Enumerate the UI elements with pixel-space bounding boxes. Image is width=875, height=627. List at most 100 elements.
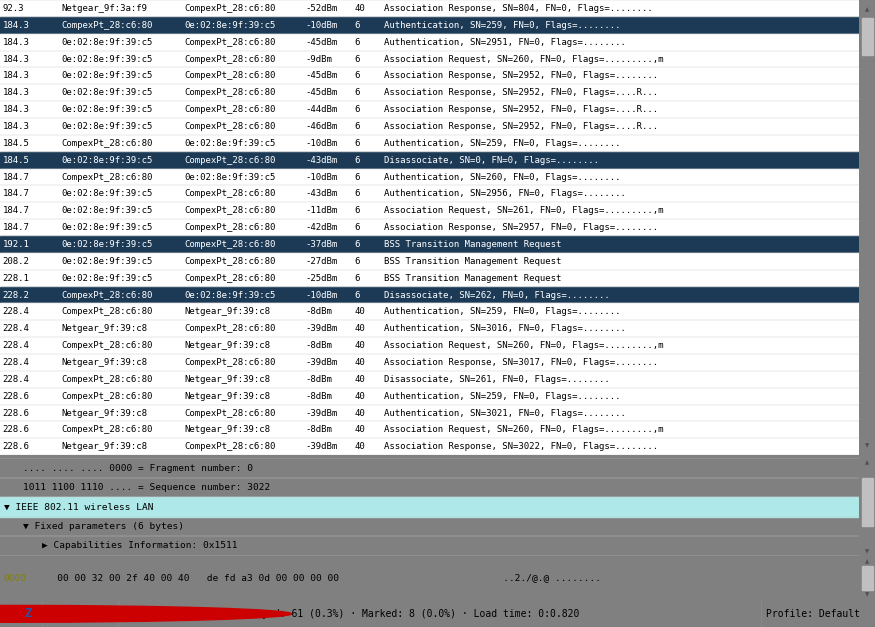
Text: 184.7: 184.7: [3, 206, 30, 215]
Text: Authentication, SN=259, FN=0, Flags=........: Authentication, SN=259, FN=0, Flags=....…: [384, 392, 620, 401]
Text: Association Response, SN=2952, FN=0, Flags=....R...: Association Response, SN=2952, FN=0, Fla…: [384, 88, 658, 97]
Text: CompexPt_28:c6:80: CompexPt_28:c6:80: [185, 223, 276, 232]
Text: -8dBm: -8dBm: [305, 425, 332, 435]
Bar: [0, 135, 859, 152]
Text: 184.3: 184.3: [3, 88, 30, 97]
Text: 184.3: 184.3: [3, 38, 30, 46]
Text: 184.5: 184.5: [3, 155, 30, 165]
Text: Association Request, SN=260, FN=0, Flags=.........,m: Association Request, SN=260, FN=0, Flags…: [384, 425, 663, 435]
Bar: [0, 34, 859, 51]
Text: 184.7: 184.7: [3, 189, 30, 198]
Bar: [0, 320, 859, 337]
Text: CompexPt_28:c6:80: CompexPt_28:c6:80: [185, 155, 276, 165]
Text: 6: 6: [355, 55, 360, 63]
Text: 40: 40: [355, 442, 366, 451]
Bar: [0, 421, 859, 438]
Text: -8dBm: -8dBm: [305, 392, 332, 401]
Text: -42dBm: -42dBm: [305, 223, 337, 232]
Text: 6: 6: [355, 122, 360, 131]
Text: -10dBm: -10dBm: [305, 139, 337, 148]
Text: -37dBm: -37dBm: [305, 240, 337, 249]
Bar: [862, 18, 872, 55]
Text: CompexPt_28:c6:80: CompexPt_28:c6:80: [185, 324, 276, 334]
Text: -8dBm: -8dBm: [305, 307, 332, 317]
Text: Netgear_9f:39:c8: Netgear_9f:39:c8: [185, 307, 270, 317]
Text: CompexPt_28:c6:80: CompexPt_28:c6:80: [62, 172, 153, 182]
Text: CompexPt_28:c6:80: CompexPt_28:c6:80: [185, 189, 276, 198]
Text: 6: 6: [355, 172, 360, 182]
Text: 00 00 32 00 2f 40 00 40   de fd a3 0d 00 00 00 00: 00 00 32 00 2f 40 00 40 de fd a3 0d 00 0…: [39, 574, 339, 582]
Bar: [0, 253, 859, 270]
Text: 184.7: 184.7: [3, 223, 30, 232]
Bar: [0, 371, 859, 387]
Bar: [0, 152, 859, 169]
Bar: [0, 186, 859, 203]
Text: 0e:02:8e:9f:39:c5: 0e:02:8e:9f:39:c5: [62, 257, 153, 266]
Bar: [0, 17, 859, 34]
Bar: [862, 478, 872, 526]
Text: Packets: 19263 · Displayed: 61 (0.3%) · Marked: 8 (0.0%) · Load time: 0:0.820: Packets: 19263 · Displayed: 61 (0.3%) · …: [127, 609, 579, 619]
Bar: [0, 438, 859, 455]
Text: CompexPt_28:c6:80: CompexPt_28:c6:80: [185, 105, 276, 114]
Text: Authentication, SN=259, FN=0, Flags=........: Authentication, SN=259, FN=0, Flags=....…: [384, 21, 620, 30]
Text: .... .... .... 0000 = Fragment number: 0: .... .... .... 0000 = Fragment number: 0: [24, 463, 253, 473]
Bar: [0, 219, 859, 236]
Text: ▼: ▼: [865, 549, 869, 554]
Text: 0e:02:8e:9f:39:c5: 0e:02:8e:9f:39:c5: [62, 38, 153, 46]
Text: -43dBm: -43dBm: [305, 155, 337, 165]
Text: -46dBm: -46dBm: [305, 122, 337, 131]
Bar: [0, 303, 859, 320]
Text: CompexPt_28:c6:80: CompexPt_28:c6:80: [62, 307, 153, 317]
Bar: [0, 236, 859, 253]
Text: 228.6: 228.6: [3, 392, 30, 401]
Text: -39dBm: -39dBm: [305, 409, 337, 418]
Text: 1011 1100 1110 .... = Sequence number: 3022: 1011 1100 1110 .... = Sequence number: 3…: [24, 483, 270, 492]
Text: CompexPt_28:c6:80: CompexPt_28:c6:80: [62, 375, 153, 384]
Text: 40: 40: [355, 341, 366, 350]
Bar: [0, 497, 859, 517]
Text: 6: 6: [355, 21, 360, 30]
Text: -10dBm: -10dBm: [305, 290, 337, 300]
Text: -8dBm: -8dBm: [305, 375, 332, 384]
Text: CompexPt_28:c6:80: CompexPt_28:c6:80: [62, 139, 153, 148]
Text: Netgear_9f:39:c8: Netgear_9f:39:c8: [62, 358, 148, 367]
Text: Netgear_9f:39:c8: Netgear_9f:39:c8: [185, 425, 270, 435]
Text: ▼ IEEE 802.11 wireless LAN: ▼ IEEE 802.11 wireless LAN: [4, 502, 154, 512]
Text: -39dBm: -39dBm: [305, 324, 337, 334]
Text: 0e:02:8e:9f:39:c5: 0e:02:8e:9f:39:c5: [185, 139, 276, 148]
Text: Netgear_9f:39:c8: Netgear_9f:39:c8: [185, 341, 270, 350]
Text: 40: 40: [355, 307, 366, 317]
Text: CompexPt_28:c6:80: CompexPt_28:c6:80: [62, 290, 153, 300]
Text: 228.4: 228.4: [3, 358, 30, 367]
Text: 0e:02:8e:9f:39:c5: 0e:02:8e:9f:39:c5: [62, 105, 153, 114]
Text: Disassociate, SN=0, FN=0, Flags=........: Disassociate, SN=0, FN=0, Flags=........: [384, 155, 599, 165]
Text: Authentication, SN=260, FN=0, Flags=........: Authentication, SN=260, FN=0, Flags=....…: [384, 172, 620, 182]
Text: 184.5: 184.5: [3, 139, 30, 148]
Text: 6: 6: [355, 71, 360, 80]
Bar: [0, 118, 859, 135]
Text: 0e:02:8e:9f:39:c5: 0e:02:8e:9f:39:c5: [62, 223, 153, 232]
Text: BSS Transition Management Request: BSS Transition Management Request: [384, 257, 562, 266]
Text: CompexPt_28:c6:80: CompexPt_28:c6:80: [62, 425, 153, 435]
Text: Netgear_9f:39:c8: Netgear_9f:39:c8: [62, 442, 148, 451]
Text: Authentication, SN=3016, FN=0, Flags=........: Authentication, SN=3016, FN=0, Flags=...…: [384, 324, 626, 334]
Text: ▼: ▼: [865, 592, 869, 597]
Text: CompexPt_28:c6:80: CompexPt_28:c6:80: [185, 273, 276, 283]
Text: -45dBm: -45dBm: [305, 38, 337, 46]
Text: 0e:02:8e:9f:39:c5: 0e:02:8e:9f:39:c5: [185, 21, 276, 30]
Text: Association Response, SN=2952, FN=0, Flags=........: Association Response, SN=2952, FN=0, Fla…: [384, 71, 658, 80]
Text: 228.4: 228.4: [3, 341, 30, 350]
Text: -45dBm: -45dBm: [305, 71, 337, 80]
Text: Netgear_9f:39:c8: Netgear_9f:39:c8: [62, 324, 148, 334]
Text: 184.3: 184.3: [3, 21, 30, 30]
Text: 228.4: 228.4: [3, 375, 30, 384]
Text: 6: 6: [355, 155, 360, 165]
Bar: [0, 68, 859, 84]
Text: 228.2: 228.2: [3, 290, 30, 300]
Circle shape: [0, 606, 291, 622]
Text: -39dBm: -39dBm: [305, 358, 337, 367]
Text: CompexPt_28:c6:80: CompexPt_28:c6:80: [185, 409, 276, 418]
Text: 6: 6: [355, 206, 360, 215]
Text: 40: 40: [355, 4, 366, 13]
Text: 0e:02:8e:9f:39:c5: 0e:02:8e:9f:39:c5: [62, 273, 153, 283]
